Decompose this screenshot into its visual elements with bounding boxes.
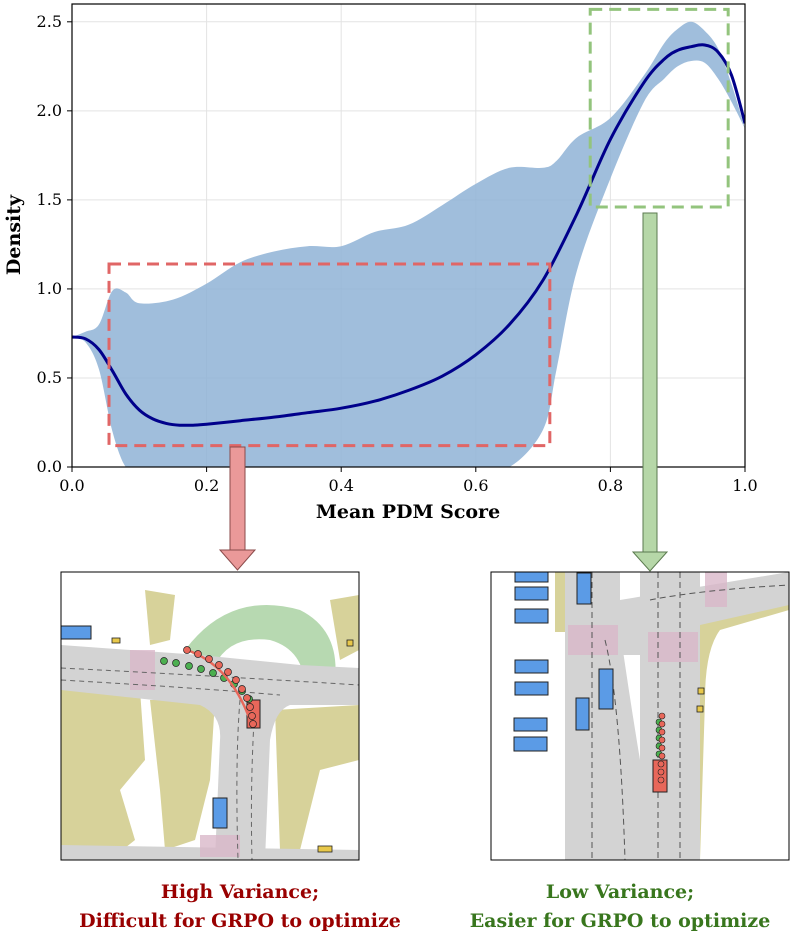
crosswalk [568,625,618,655]
ego-vehicle [652,759,668,793]
road [61,645,359,860]
lane-line [236,699,241,860]
lane-line [250,704,256,860]
crosswalk [705,572,727,607]
y-axis-title: Density [3,194,25,275]
x-axis-title: Mean PDM Score [316,501,500,523]
y-tick-labels: 0.0 0.5 1.0 1.5 2.0 2.5 [37,12,72,476]
low-variance-region-box [588,7,730,209]
annotation-boxes [107,7,730,448]
y-tick-label: 1.0 [37,279,62,298]
crosswalk [200,835,240,857]
left-caption-line2: Difficult for GRPO to optimize [79,910,401,932]
lane-line [604,639,626,860]
scene-frame [60,571,360,861]
trajectory-red [657,712,666,784]
x-tick-label: 0.2 [194,476,219,495]
y-tick-label: 0.0 [37,457,62,476]
left-scene [60,571,360,861]
right-caption: Low Variance; Easier for GRPO to optimiz… [440,878,798,936]
pedestrian [111,637,121,644]
sidewalk-area [150,700,215,850]
vehicle [61,625,92,640]
x-tick-labels: 0.0 0.2 0.4 0.6 0.8 1.0 [59,467,758,495]
x-tick-label: 0.0 [59,476,84,495]
pedestrian [317,845,333,853]
high-variance-region-box [107,262,552,448]
y-tick-label: 1.5 [37,190,62,209]
plot-frame [71,3,746,468]
parked-vehicles [513,572,614,752]
density-line [72,43,745,427]
x-tick-label: 0.6 [463,476,488,495]
lane-line [61,679,281,696]
sidewalk-area [61,680,145,860]
pedestrian [346,639,354,647]
right-scene [490,571,790,861]
right-caption-line2: Easier for GRPO to optimize [469,910,771,932]
lane-line [649,584,789,601]
left-caption: High Variance; Difficult for GRPO to opt… [30,878,450,936]
x-tick-label: 1.0 [732,476,757,495]
arrow-to-right-scene [631,212,669,572]
vehicle [212,797,228,829]
arrow-to-left-scene [218,446,257,571]
trajectory-red [183,646,257,728]
x-tick-label: 0.4 [328,476,353,495]
right-caption-line1: Low Variance; [545,881,695,903]
x-tick-label: 0.8 [598,476,623,495]
scene-frame [490,571,790,861]
route-highlight [185,605,336,690]
sidewalk-area [275,705,359,850]
sidewalk-area [145,590,175,645]
crosswalk [648,632,698,662]
y-tick-label: 2.0 [37,101,62,120]
crosswalk [130,650,155,690]
left-caption-line1: High Variance; [160,881,320,903]
lane-line [61,667,359,686]
variance-band [72,21,745,467]
pedestrians [696,687,705,713]
y-tick-label: 2.5 [37,12,62,31]
y-tick-label: 0.5 [37,368,62,387]
